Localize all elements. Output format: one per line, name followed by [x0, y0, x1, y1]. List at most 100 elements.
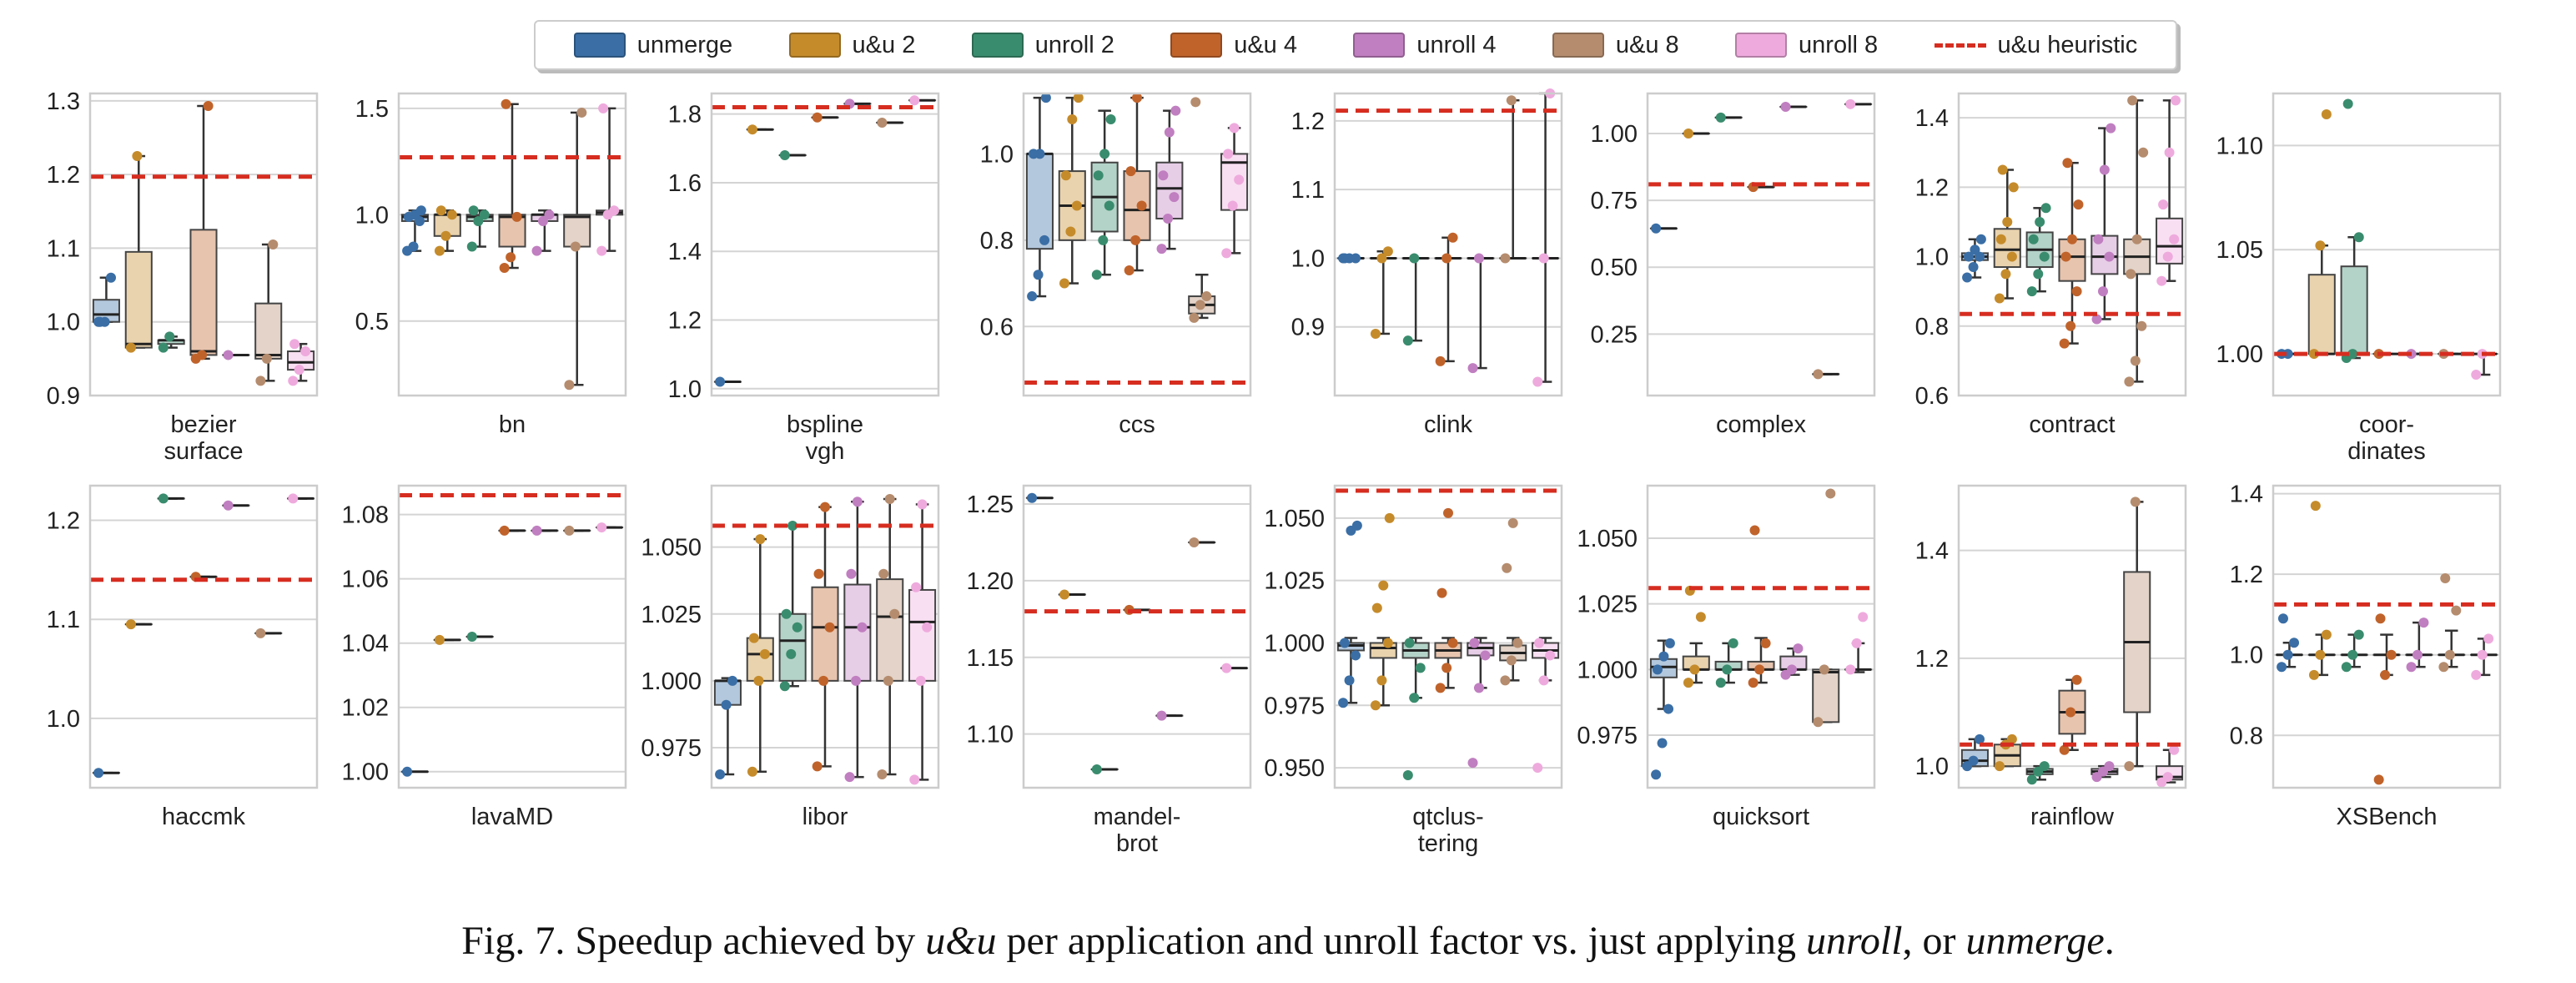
box-u-u-4 [498, 214, 526, 248]
panel-title: dinates [2347, 438, 2426, 465]
data-point [1845, 664, 1856, 675]
data-point [268, 239, 279, 250]
data-point [1104, 200, 1114, 211]
y-tick-label: 1.05 [2216, 237, 2263, 264]
legend-label: u&u 4 [1234, 31, 1297, 58]
data-point [2040, 203, 2051, 214]
data-point [2353, 232, 2364, 243]
panel-title: XSBench [2337, 804, 2438, 830]
y-tick-label: 1.2 [1915, 646, 1949, 673]
data-point [715, 376, 726, 387]
data-point [2477, 649, 2488, 660]
data-point [1402, 770, 1413, 781]
data-point [2006, 251, 2017, 262]
data-point [2035, 216, 2045, 227]
data-point [759, 648, 770, 659]
data-point [203, 101, 214, 112]
data-point [2375, 613, 2386, 624]
y-tick-label: 0.9 [47, 383, 80, 410]
panel-title: brot [1116, 830, 1158, 857]
legend-label: unroll 8 [1799, 31, 1879, 58]
data-point [2136, 320, 2147, 331]
data-point [2169, 234, 2180, 244]
y-tick-label: 1.0 [1291, 245, 1325, 272]
data-point [1962, 272, 1973, 283]
data-point [1409, 253, 1420, 264]
data-point [294, 365, 304, 376]
data-point [440, 230, 451, 241]
data-point [1136, 200, 1147, 211]
data-point [1728, 638, 1738, 648]
y-tick-label: 1.2 [2230, 562, 2263, 588]
panel-frame [1957, 484, 2187, 789]
panel-frame [88, 92, 319, 397]
data-point [2342, 98, 2353, 109]
data-point [1538, 675, 1549, 686]
data-point [300, 346, 311, 357]
legend-label: u&u 8 [1615, 31, 1679, 58]
panel-frame [2272, 484, 2502, 789]
data-point [1748, 678, 1758, 688]
data-point [1506, 655, 1517, 666]
data-point [596, 522, 607, 533]
data-point [2127, 95, 2138, 106]
data-point [2059, 744, 2070, 755]
box-u-u-2 [2307, 274, 2336, 355]
data-point [2412, 649, 2423, 660]
data-point [1415, 663, 1426, 673]
data-point [446, 209, 457, 220]
box-unroll-4 [1155, 161, 1184, 219]
data-point [884, 494, 895, 505]
data-point [850, 675, 861, 686]
data-point [2282, 649, 2293, 660]
data-point [909, 774, 920, 785]
data-point [223, 350, 234, 360]
y-tick-label: 1.08 [342, 502, 389, 529]
box-unmerge [1025, 153, 1054, 250]
legend-label: unroll 2 [1034, 31, 1114, 58]
data-point [255, 628, 266, 638]
data-point [2162, 251, 2173, 262]
data-point [1221, 248, 1232, 259]
data-point [1065, 226, 1076, 237]
data-point [2282, 349, 2293, 360]
data-point [1093, 170, 1104, 181]
y-tick-label: 1.0 [355, 202, 389, 229]
data-point [915, 675, 926, 686]
data-point [544, 209, 555, 220]
data-point [846, 568, 857, 579]
data-point [1441, 253, 1452, 264]
data-point [1858, 612, 1869, 623]
data-point [1130, 234, 1141, 245]
data-point [1502, 562, 1512, 573]
data-point [499, 263, 510, 274]
y-tick-label: 1.1 [47, 607, 80, 633]
data-point [1652, 664, 1663, 675]
data-point [1027, 291, 1038, 302]
data-point [2308, 669, 2319, 680]
panel-title: bezier [171, 411, 237, 438]
data-point [1162, 213, 1173, 224]
y-tick-label: 1.1 [1291, 177, 1325, 204]
data-point [1384, 512, 1395, 523]
chart-panel: 1.10 1.15 1.20 1.25 mandel-brot [967, 484, 1252, 857]
data-point [2000, 269, 2011, 280]
y-tick-label: 1.0 [47, 310, 80, 336]
data-point [1651, 769, 1662, 780]
y-tick-label: 0.8 [2230, 723, 2263, 749]
chart-panel: 1.00 1.02 1.04 1.06 1.08 lavaMD [342, 484, 627, 830]
data-point [1382, 638, 1393, 648]
data-point [1473, 253, 1484, 264]
data-point [2099, 164, 2110, 175]
y-tick-label: 1.02 [342, 695, 389, 722]
data-point [1786, 664, 1797, 675]
y-tick-label: 1.000 [641, 668, 702, 695]
data-point [408, 241, 419, 252]
y-tick-label: 0.6 [980, 314, 1014, 340]
data-point [1793, 643, 1804, 654]
figure-caption: Fig. 7. Speedup achieved by u&u per appl… [0, 918, 2576, 964]
panel-title: surface [164, 438, 243, 465]
legend-swatch [788, 33, 841, 58]
data-point [164, 331, 175, 342]
data-point [402, 766, 413, 777]
